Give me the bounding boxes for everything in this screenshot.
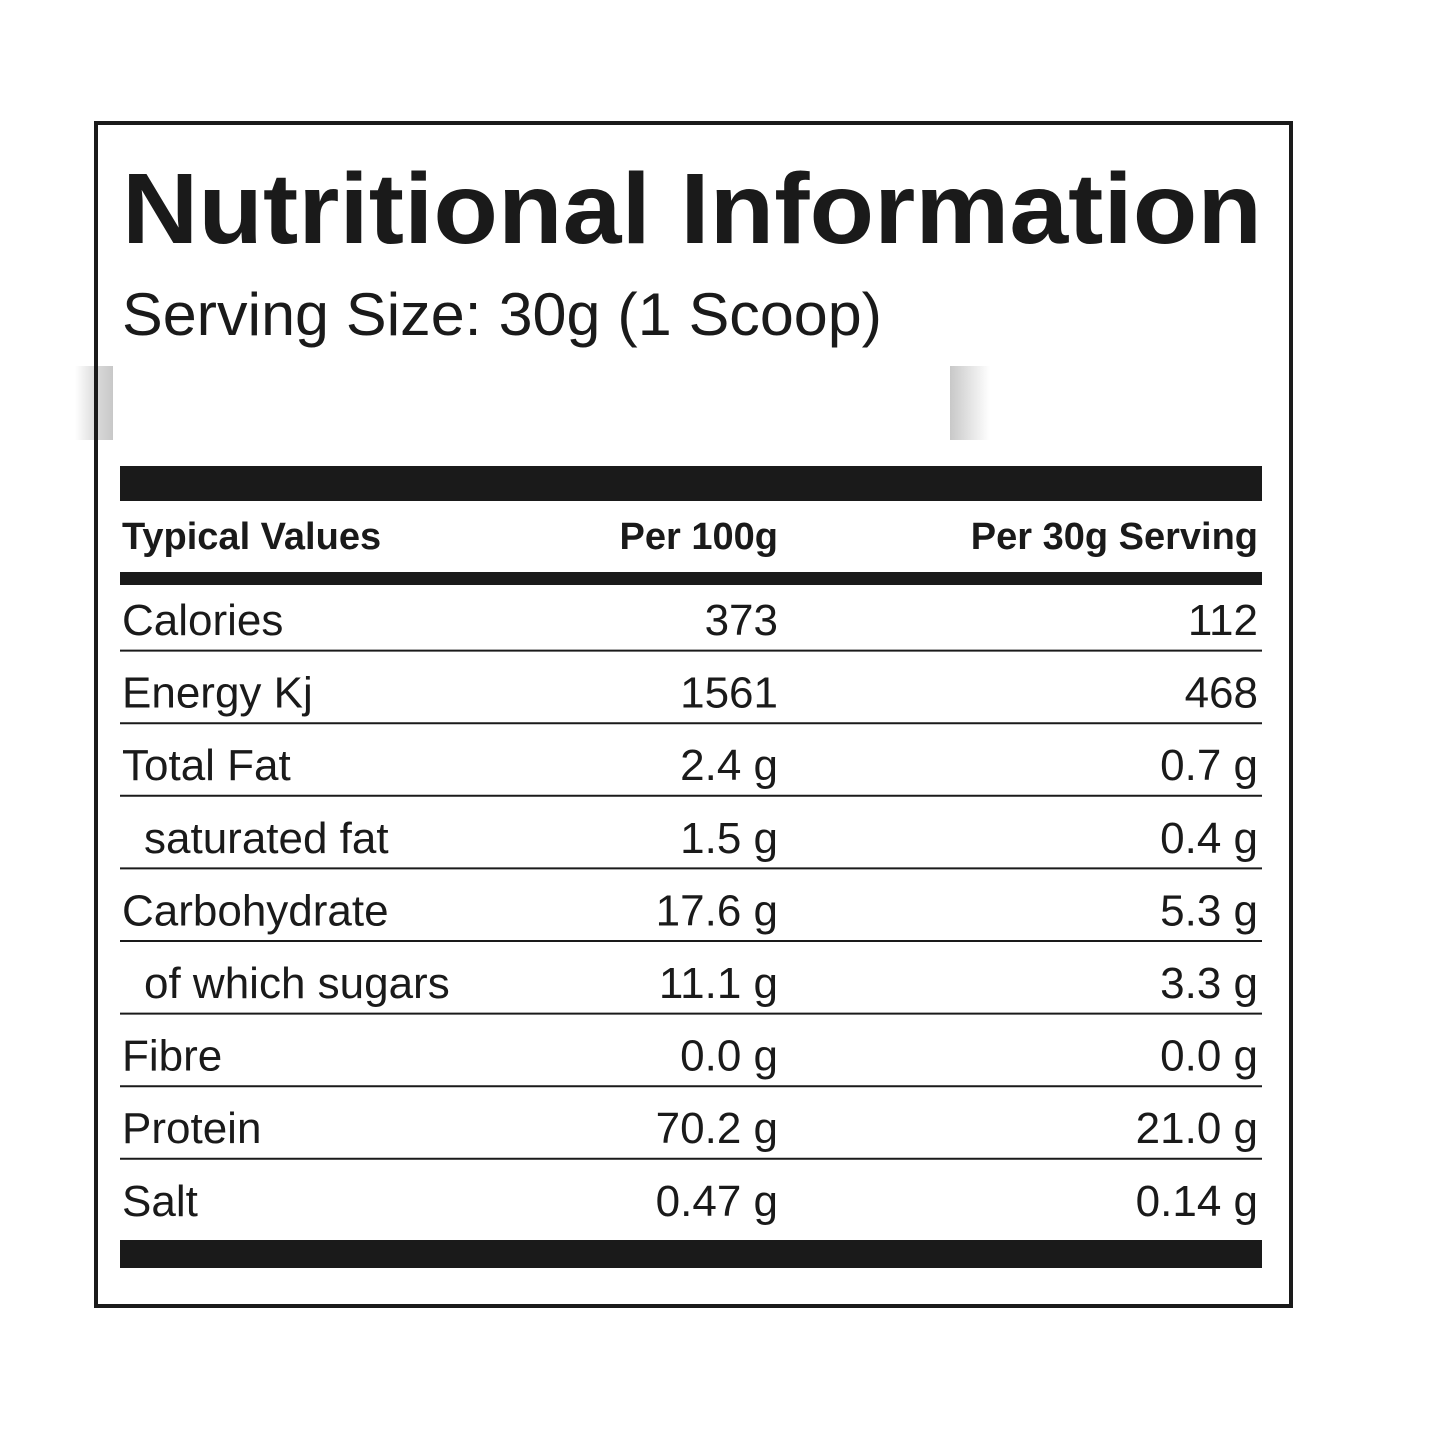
row-value: 0.47 g	[656, 1177, 778, 1226]
row-value: 468	[1185, 669, 1258, 718]
title: Nutritional Information	[122, 153, 1262, 265]
row-value: 0.7 g	[1160, 741, 1258, 790]
row-label: of which sugars	[144, 959, 450, 1008]
row-value: 112	[1188, 596, 1258, 645]
row-value: 1.5 g	[680, 814, 778, 863]
row-value: 0.0 g	[1160, 1032, 1258, 1081]
row-value: 11.1 g	[659, 959, 778, 1008]
column-header: Typical Values	[122, 516, 381, 558]
row-label: Energy Kj	[122, 669, 313, 718]
row-label: Carbohydrate	[122, 886, 389, 935]
column-header: Per 100g	[620, 516, 778, 558]
row-value: 1561	[680, 669, 778, 718]
row-value: 0.4 g	[1160, 814, 1258, 863]
smudge	[950, 366, 990, 440]
row-label: Protein	[122, 1104, 261, 1153]
thick-rule	[120, 572, 1262, 585]
serving-size: Serving Size: 30g (1 Scoop)	[122, 281, 882, 348]
row-label: Salt	[122, 1177, 198, 1226]
row-value: 3.3 g	[1160, 959, 1258, 1008]
table: Typical Values Per 100g Per 30g Serving Cal…	[120, 516, 1262, 1226]
row-label: Fibre	[122, 1032, 222, 1081]
row-value: 17.6 g	[656, 886, 778, 935]
row-value: 5.3 g	[1160, 886, 1258, 935]
row-label: saturated fat	[144, 814, 389, 863]
column-header: Per 30g Serving	[971, 516, 1258, 558]
row-value: 2.4 g	[680, 741, 778, 790]
row-value: 0.14 g	[1136, 1177, 1258, 1226]
row-label: Total Fat	[122, 741, 291, 790]
label-border	[94, 121, 1293, 1308]
thick-rule	[120, 466, 1262, 501]
row-value: 373	[705, 596, 778, 645]
thick-rule	[120, 1240, 1262, 1268]
row-label: Calories	[122, 596, 283, 645]
row-value: 0.0 g	[680, 1032, 778, 1081]
row-value: 21.0 g	[1136, 1104, 1258, 1153]
row-value: 70.2 g	[656, 1104, 778, 1153]
